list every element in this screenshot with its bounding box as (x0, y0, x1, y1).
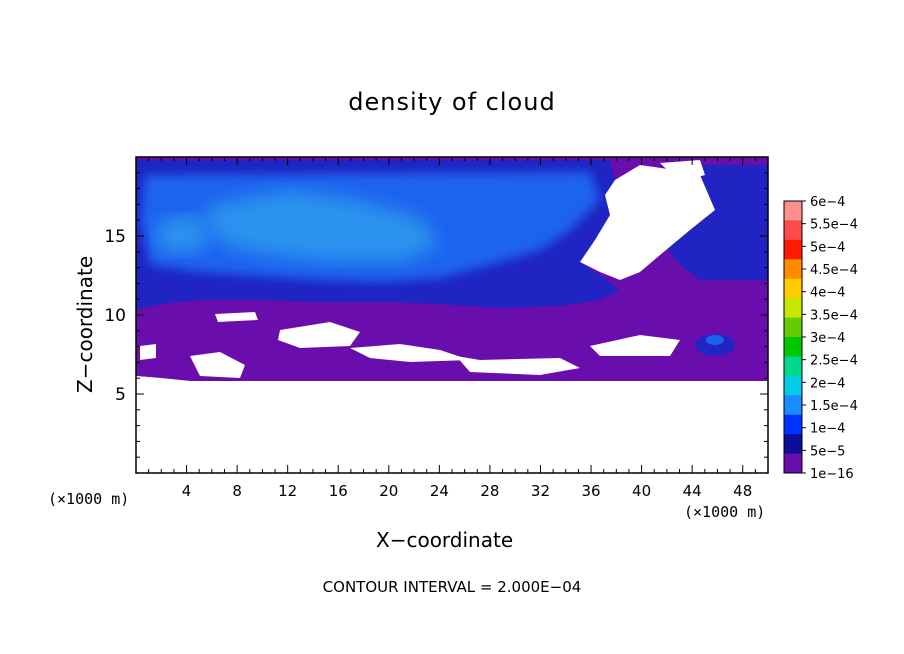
colorbar-label: 1.5e−4 (810, 399, 858, 414)
colorbar-swatch (784, 453, 802, 474)
colorbar-label: 5e−5 (810, 444, 845, 459)
colorbar-label: 2e−4 (810, 376, 845, 391)
x-tick-label: 8 (232, 482, 242, 500)
colorbar-label: 3.5e−4 (810, 308, 858, 323)
x-ticks: 4 8 12 16 20 24 28 32 36 40 44 48 (148, 157, 756, 500)
colorbar: 6e−4 5.5e−4 5e−4 4.5e−4 4e−4 3.5e−4 3e−4 2.5e−4… (783, 195, 858, 482)
x-unit-left: (×1000 m) (48, 490, 130, 508)
x-tick-label: 48 (733, 482, 752, 500)
cloud-region-1-5e-4-b (155, 215, 210, 255)
cloud-region-1-5e-4 (205, 190, 440, 262)
y-ticks: 5 10 15 (104, 172, 768, 458)
cloud-region-5e-5-right (660, 165, 768, 280)
colorbar-swatch (784, 298, 802, 319)
clear-regions (136, 160, 768, 473)
colorbar-swatch (784, 414, 802, 435)
x-axis-label: X−coordinate (376, 528, 514, 552)
colorbar-swatch (784, 337, 802, 357)
colorbar-swatch (784, 239, 802, 260)
colorbar-label: 1e−4 (810, 422, 845, 437)
x-tick-label: 16 (329, 482, 348, 500)
colorbar-swatch (784, 434, 802, 455)
colorbar-swatch (784, 395, 802, 416)
colorbar-swatch (784, 259, 802, 280)
x-tick-label: 20 (379, 482, 398, 500)
x-tick-label: 32 (531, 482, 550, 500)
y-tick-label: 10 (104, 306, 126, 326)
colorbar-swatch (784, 201, 802, 221)
colorbar-label: 4.5e−4 (810, 263, 858, 278)
colorbar-label: 6e−4 (810, 195, 845, 210)
colorbar-swatch (784, 278, 802, 299)
x-tick-label: 12 (278, 482, 297, 500)
colorbar-label: 5e−4 (810, 240, 845, 255)
contour-interval-note: CONTOUR INTERVAL = 2.000E−04 (322, 578, 582, 596)
y-axis-label: Z−coordinate (73, 255, 97, 393)
colorbar-swatch (784, 317, 802, 338)
colorbar-label: 3e−4 (810, 331, 845, 346)
x-tick-label: 44 (683, 482, 702, 500)
x-tick-label: 40 (632, 482, 651, 500)
y-tick-label: 15 (104, 227, 126, 247)
colorbar-label: 4e−4 (810, 286, 845, 301)
x-tick-label: 4 (182, 482, 192, 500)
x-unit-right: (×1000 m) (684, 503, 766, 521)
cloud-blob-core (706, 335, 724, 345)
colorbar-label: 1e−16 (810, 467, 854, 482)
colorbar-swatch (784, 356, 802, 377)
colorbar-swatch (784, 220, 802, 241)
colorbar-label: 5.5e−4 (810, 218, 858, 233)
colorbar-swatch (784, 375, 802, 396)
x-tick-label: 24 (430, 482, 449, 500)
heatmap-field (136, 157, 768, 473)
colorbar-label: 2.5e−4 (810, 354, 858, 369)
x-tick-label: 28 (480, 482, 499, 500)
y-tick-label: 5 (115, 385, 126, 405)
chart-title: density of cloud (348, 88, 556, 116)
x-tick-label: 36 (581, 482, 600, 500)
